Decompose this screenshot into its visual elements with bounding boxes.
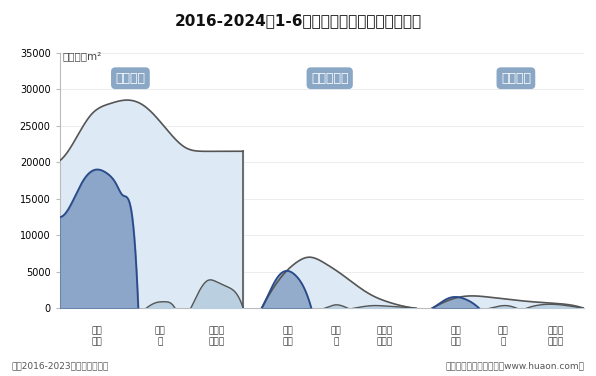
Text: 商品
住宅: 商品 住宅	[283, 327, 293, 346]
Text: 制图：华经产业研究院（www.huaon.com）: 制图：华经产业研究院（www.huaon.com）	[445, 361, 584, 370]
Text: 办公
楼: 办公 楼	[155, 327, 166, 346]
Text: 新开工面积: 新开工面积	[311, 72, 349, 85]
Text: 办公
楼: 办公 楼	[331, 327, 342, 346]
Text: 商业营
业用房: 商业营 业用房	[209, 327, 225, 346]
Text: 商业营
业用房: 商业营 业用房	[377, 327, 393, 346]
Text: 商品
住宅: 商品 住宅	[450, 327, 461, 346]
Text: 商品
住宅: 商品 住宅	[92, 327, 103, 346]
Text: 施工面积: 施工面积	[116, 72, 145, 85]
Text: 办公
楼: 办公 楼	[498, 327, 508, 346]
Text: 商业营
业用房: 商业营 业用房	[547, 327, 563, 346]
Text: 单位：万m²: 单位：万m²	[63, 51, 102, 61]
Text: 注：2016-2023年为全年度数据: 注：2016-2023年为全年度数据	[12, 361, 109, 370]
Text: 2016-2024年1-6月贵州省房地产施工面积情况: 2016-2024年1-6月贵州省房地产施工面积情况	[175, 13, 421, 28]
Text: 竣工面积: 竣工面积	[501, 72, 531, 85]
